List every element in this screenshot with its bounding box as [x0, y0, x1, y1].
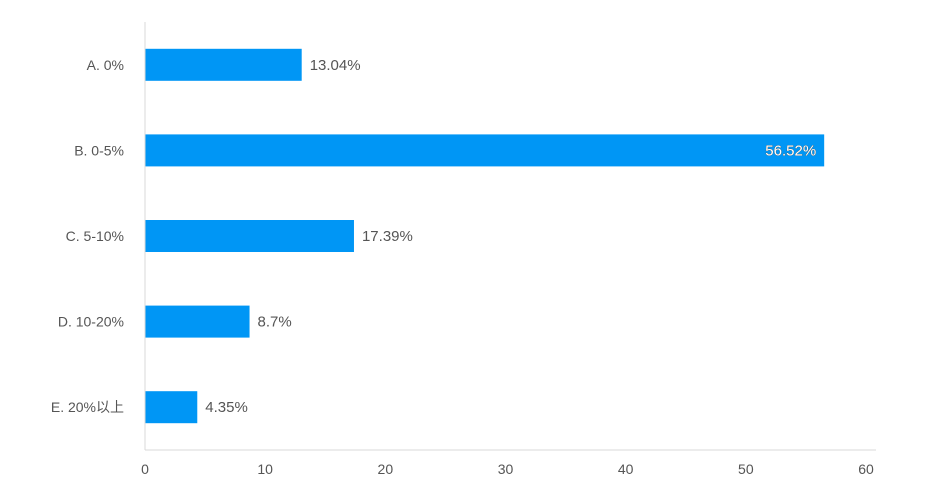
- x-tick-label: 0: [141, 461, 149, 477]
- bar-value-label: 56.52%: [765, 142, 816, 159]
- category-label: E. 20%以上: [51, 399, 124, 415]
- x-axis-ticks: 0 10 20 30 40 50 60: [141, 461, 874, 477]
- x-tick-label: 50: [738, 461, 754, 477]
- x-tick-label: 10: [257, 461, 273, 477]
- x-tick-label: 20: [378, 461, 394, 477]
- category-label: D. 10-20%: [58, 314, 124, 330]
- category-label: A. 0%: [87, 57, 124, 73]
- bar: [145, 305, 250, 338]
- category-label: C. 5-10%: [66, 228, 124, 244]
- bar: [145, 48, 302, 81]
- bar-value-label: 4.35%: [205, 399, 248, 416]
- bar: [145, 391, 198, 424]
- category-label: B. 0-5%: [74, 142, 124, 158]
- x-tick-label: 30: [498, 461, 514, 477]
- x-tick-label: 40: [618, 461, 634, 477]
- bars-layer: 13.04% 56.52% 17.39% 8.7% 4.35%: [145, 48, 825, 424]
- bar: [145, 134, 825, 167]
- x-tick-label: 60: [858, 461, 874, 477]
- bar-value-label: 8.7%: [258, 314, 292, 331]
- bar-value-label: 17.39%: [362, 228, 413, 245]
- category-labels: A. 0% B. 0-5% C. 5-10% D. 10-20% E. 20%以上: [51, 57, 124, 415]
- bar: [145, 220, 354, 252]
- bar-value-label: 13.04%: [310, 57, 361, 74]
